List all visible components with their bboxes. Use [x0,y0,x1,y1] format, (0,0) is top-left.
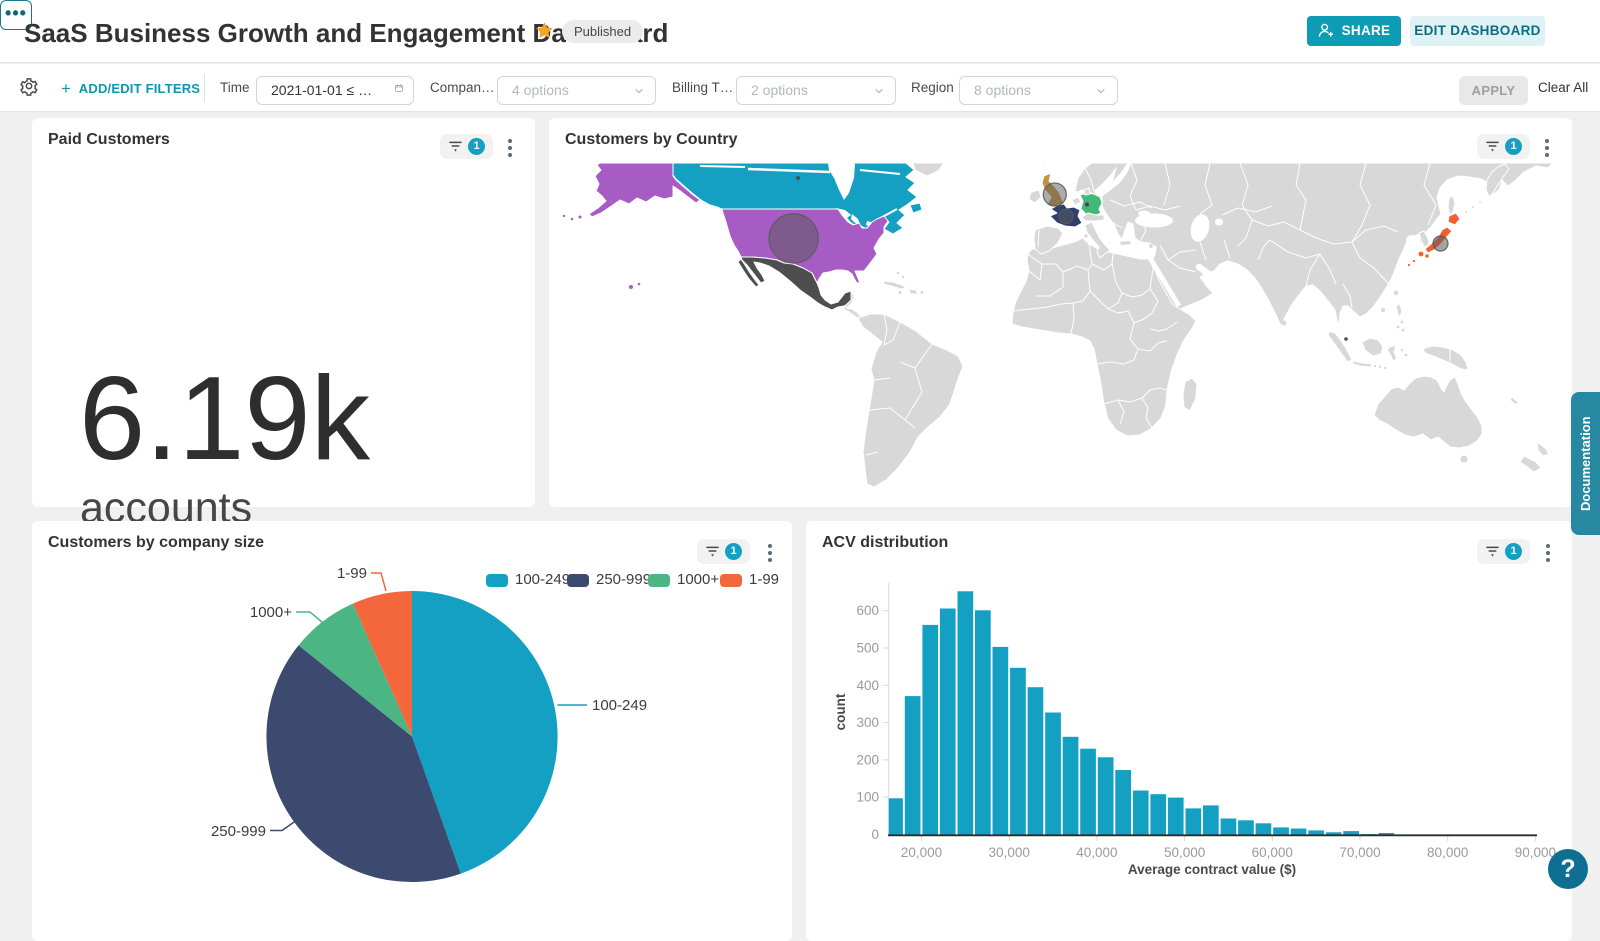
svg-text:1-99: 1-99 [337,565,367,582]
svg-text:40,000: 40,000 [1076,845,1117,860]
svg-text:100-249: 100-249 [592,697,647,714]
svg-text:60,000: 60,000 [1252,845,1293,860]
svg-text:70,000: 70,000 [1339,845,1380,860]
svg-text:400: 400 [856,678,879,693]
svg-text:500: 500 [856,641,879,656]
svg-text:50,000: 50,000 [1164,845,1205,860]
svg-text:Average contract value ($): Average contract value ($) [1128,862,1296,877]
svg-text:250-999: 250-999 [211,823,266,840]
svg-text:0: 0 [871,827,879,842]
svg-text:30,000: 30,000 [989,845,1030,860]
svg-text:100: 100 [856,790,879,805]
svg-text:20,000: 20,000 [901,845,942,860]
svg-text:600: 600 [856,603,879,618]
svg-text:300: 300 [856,715,879,730]
svg-text:200: 200 [856,752,879,767]
svg-text:count: count [833,693,848,730]
svg-text:1000+: 1000+ [250,604,292,621]
svg-text:80,000: 80,000 [1427,845,1468,860]
